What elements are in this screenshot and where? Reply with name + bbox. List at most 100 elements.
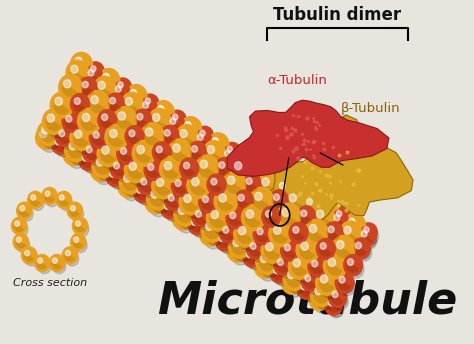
Polygon shape <box>29 194 40 206</box>
Circle shape <box>193 179 199 186</box>
Polygon shape <box>140 179 152 191</box>
Circle shape <box>124 174 131 182</box>
Circle shape <box>105 124 128 150</box>
Circle shape <box>325 296 342 315</box>
Circle shape <box>228 148 242 164</box>
Circle shape <box>315 288 322 295</box>
Circle shape <box>267 244 273 251</box>
Circle shape <box>357 245 370 259</box>
Circle shape <box>118 112 126 120</box>
Polygon shape <box>67 141 83 159</box>
Circle shape <box>116 86 121 92</box>
Circle shape <box>79 151 97 170</box>
Polygon shape <box>95 157 110 175</box>
Circle shape <box>258 229 263 235</box>
Circle shape <box>173 146 193 168</box>
Circle shape <box>162 127 178 144</box>
Circle shape <box>156 178 164 186</box>
Circle shape <box>130 132 144 147</box>
Polygon shape <box>273 267 285 281</box>
Polygon shape <box>125 97 138 113</box>
Circle shape <box>154 115 160 121</box>
Polygon shape <box>210 178 223 192</box>
Circle shape <box>181 131 200 153</box>
Polygon shape <box>117 81 128 95</box>
Circle shape <box>302 245 319 263</box>
Circle shape <box>220 163 225 168</box>
Polygon shape <box>36 257 47 269</box>
Circle shape <box>321 277 340 299</box>
Circle shape <box>208 133 228 157</box>
Polygon shape <box>38 129 53 147</box>
Circle shape <box>338 242 344 249</box>
Circle shape <box>106 93 125 114</box>
Circle shape <box>137 148 157 170</box>
Circle shape <box>291 196 308 215</box>
Circle shape <box>336 211 342 217</box>
Circle shape <box>302 285 316 301</box>
Circle shape <box>212 179 217 185</box>
Circle shape <box>173 178 189 195</box>
Polygon shape <box>151 112 167 130</box>
Circle shape <box>307 222 326 243</box>
Circle shape <box>60 131 65 137</box>
Circle shape <box>151 190 158 198</box>
Circle shape <box>102 148 122 170</box>
Circle shape <box>289 181 311 205</box>
Polygon shape <box>206 144 221 163</box>
Circle shape <box>267 245 284 264</box>
Polygon shape <box>286 270 301 288</box>
Circle shape <box>62 247 78 264</box>
Circle shape <box>211 178 217 185</box>
Circle shape <box>308 256 327 277</box>
Circle shape <box>125 97 133 105</box>
Circle shape <box>262 206 281 227</box>
Circle shape <box>153 142 172 163</box>
Circle shape <box>44 111 64 132</box>
Circle shape <box>358 227 376 247</box>
Circle shape <box>290 195 296 202</box>
Polygon shape <box>179 130 193 146</box>
Polygon shape <box>173 144 186 160</box>
Polygon shape <box>155 105 170 121</box>
Circle shape <box>207 133 229 157</box>
Polygon shape <box>97 81 111 97</box>
Circle shape <box>200 130 205 136</box>
Circle shape <box>310 196 324 212</box>
Polygon shape <box>87 69 99 83</box>
Polygon shape <box>339 277 350 289</box>
Circle shape <box>125 157 147 183</box>
Polygon shape <box>308 194 320 207</box>
Circle shape <box>361 231 367 237</box>
Circle shape <box>17 202 32 219</box>
Circle shape <box>329 227 334 233</box>
Circle shape <box>220 224 237 242</box>
Circle shape <box>129 89 137 97</box>
Circle shape <box>200 131 215 148</box>
Circle shape <box>40 130 47 138</box>
Circle shape <box>217 159 232 177</box>
Circle shape <box>340 278 345 283</box>
Circle shape <box>316 197 338 222</box>
Circle shape <box>103 75 121 95</box>
Polygon shape <box>354 241 367 256</box>
Polygon shape <box>255 193 268 208</box>
Circle shape <box>322 278 338 296</box>
Circle shape <box>50 92 74 118</box>
Circle shape <box>38 122 59 144</box>
Polygon shape <box>200 160 213 176</box>
Circle shape <box>264 208 279 225</box>
Circle shape <box>156 146 162 153</box>
Polygon shape <box>343 226 357 242</box>
Circle shape <box>255 194 275 216</box>
Circle shape <box>146 129 153 136</box>
Circle shape <box>221 146 239 166</box>
Circle shape <box>20 207 33 221</box>
Polygon shape <box>272 193 285 208</box>
Circle shape <box>349 220 366 240</box>
Circle shape <box>206 205 229 231</box>
Polygon shape <box>128 89 143 105</box>
Polygon shape <box>347 259 358 271</box>
Polygon shape <box>218 161 230 176</box>
Polygon shape <box>156 179 170 194</box>
